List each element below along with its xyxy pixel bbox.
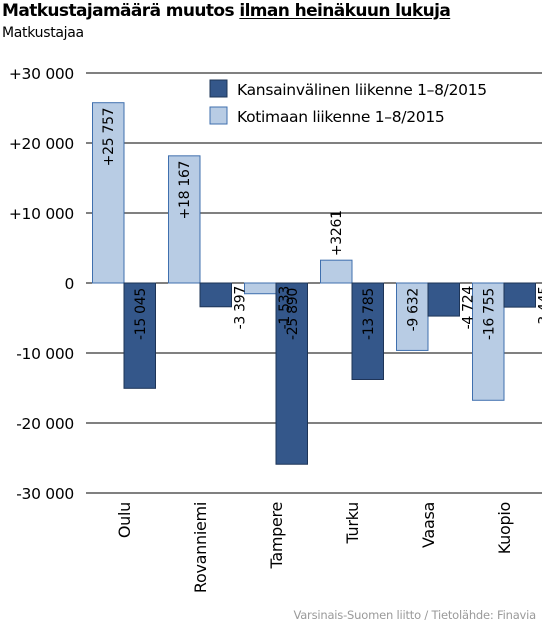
bar-international-tampere	[275, 282, 308, 465]
bar-international-kuopio	[503, 282, 536, 308]
legend-label-domestic: Kotimaan liikenne 1–8/2015	[237, 108, 444, 126]
bar-domestic-vaasa	[396, 282, 429, 351]
legend-swatch-international	[209, 79, 228, 98]
value-label-international-rovanniemi: -3 397	[233, 286, 249, 329]
value-label-international-oulu: -15 045	[133, 288, 149, 340]
value-label-international-tampere: -25 890	[285, 288, 301, 340]
title-block: Matkustajamäärä muutos ilman heinäkuun l…	[2, 0, 451, 42]
category-label-turku: Turku	[343, 502, 362, 544]
bar-domestic-rovanniemi	[168, 155, 201, 284]
chart-title: Matkustajamäärä muutos ilman heinäkuun l…	[2, 0, 451, 22]
bar-international-oulu	[123, 282, 156, 389]
value-label-domestic-tampere: -1 533	[277, 286, 293, 329]
value-label-domestic-oulu: +25 757	[101, 108, 117, 167]
chart-title-prefix: Matkustajamäärä muutos	[2, 1, 240, 21]
y-tick-label: -10 000	[16, 345, 74, 363]
source-note: Varsinais-Suomen liitto / Tietolähde: Fi…	[293, 608, 536, 622]
value-label-domestic-rovanniemi: +18 167	[177, 161, 193, 220]
data-labels-layer: +25 757 -15 045 +18 167 -3 397 -1 533-25 890…	[101, 108, 542, 340]
bar-international-rovanniemi	[199, 282, 232, 308]
bar-domestic-tampere	[244, 282, 277, 295]
y-tick-label: -30 000	[16, 485, 74, 503]
category-label-kuopio: Kuopio	[495, 502, 514, 554]
legend-swatch-domestic	[209, 106, 228, 125]
bar-domestic-turku	[320, 259, 353, 284]
value-label-domestic-turku: +3261	[329, 210, 345, 256]
value-label-international-turku: -13 785	[361, 288, 377, 340]
category-label-oulu: Oulu	[115, 502, 134, 538]
category-label-vaasa: Vaasa	[419, 502, 438, 548]
value-label-domestic-vaasa: -9 632	[405, 288, 421, 331]
y-tick-label: +20 000	[9, 135, 74, 153]
grid-layer	[86, 72, 542, 494]
y-tick-label: -20 000	[16, 415, 74, 433]
category-label-tampere: Tampere	[267, 502, 286, 570]
value-label-international-kuopio: -3 445	[537, 286, 542, 329]
bar-domestic-oulu	[92, 102, 125, 284]
bar-domestic-kuopio	[472, 282, 505, 401]
y-tick-label: +30 000	[9, 65, 74, 83]
value-label-domestic-kuopio: -16 755	[481, 288, 497, 340]
bar-international-turku	[351, 282, 384, 380]
category-label-rovanniemi: Rovanniemi	[191, 502, 210, 593]
legend-label-international: Kansainvälinen liikenne 1–8/2015	[237, 81, 487, 99]
legend: Kansainvälinen liikenne 1–8/2015 Kotimaan…	[209, 79, 487, 126]
y-axis-ticks: +30 000 +20 000 +10 000 0 -10 000 -20 000 -30 …	[9, 65, 74, 503]
value-label-international-vaasa: -4 724	[461, 286, 477, 330]
chart-title-underlined: ilman heinäkuun lukuja	[239, 1, 451, 21]
bar-international-vaasa	[427, 282, 460, 317]
chart-subtitle: Matkustajaa	[2, 25, 84, 41]
bars-layer	[92, 102, 536, 465]
x-axis-categories: Oulu Rovanniemi Tampere Turku Vaasa Kuopio	[115, 502, 514, 593]
y-tick-label: 0	[64, 275, 74, 293]
y-tick-label: +10 000	[9, 205, 74, 223]
